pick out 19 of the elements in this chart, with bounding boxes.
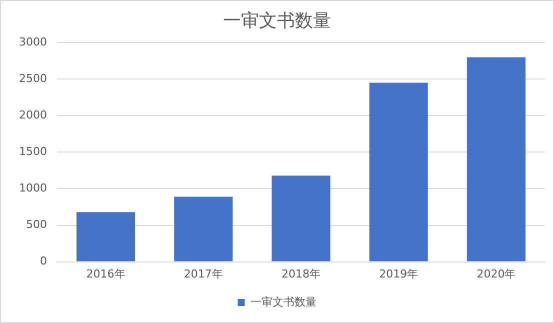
- y-tick-label: 1000: [18, 182, 47, 195]
- y-tick-label: 500: [26, 218, 47, 232]
- x-tick-label: 2018年: [281, 267, 320, 280]
- bar: [76, 212, 136, 262]
- y-tick-label: 2000: [18, 108, 47, 122]
- bar: [272, 176, 330, 262]
- y-tick-label: 3000: [18, 35, 47, 48]
- chart-title: 一审文书数量: [223, 10, 331, 32]
- x-tick-label: 2019年: [379, 267, 418, 280]
- y-tick-label: 2500: [18, 72, 47, 85]
- x-tick-label: 2016年: [86, 267, 126, 280]
- x-tick-label: 2020年: [476, 267, 516, 280]
- bar: [369, 82, 428, 262]
- y-tick-label: 1500: [18, 145, 47, 158]
- legend-label: 一审文书数量: [250, 295, 316, 308]
- y-tick-label: 0: [40, 254, 47, 268]
- bar: [174, 196, 233, 262]
- bar: [466, 57, 526, 262]
- x-tick-label: 2017年: [184, 267, 223, 280]
